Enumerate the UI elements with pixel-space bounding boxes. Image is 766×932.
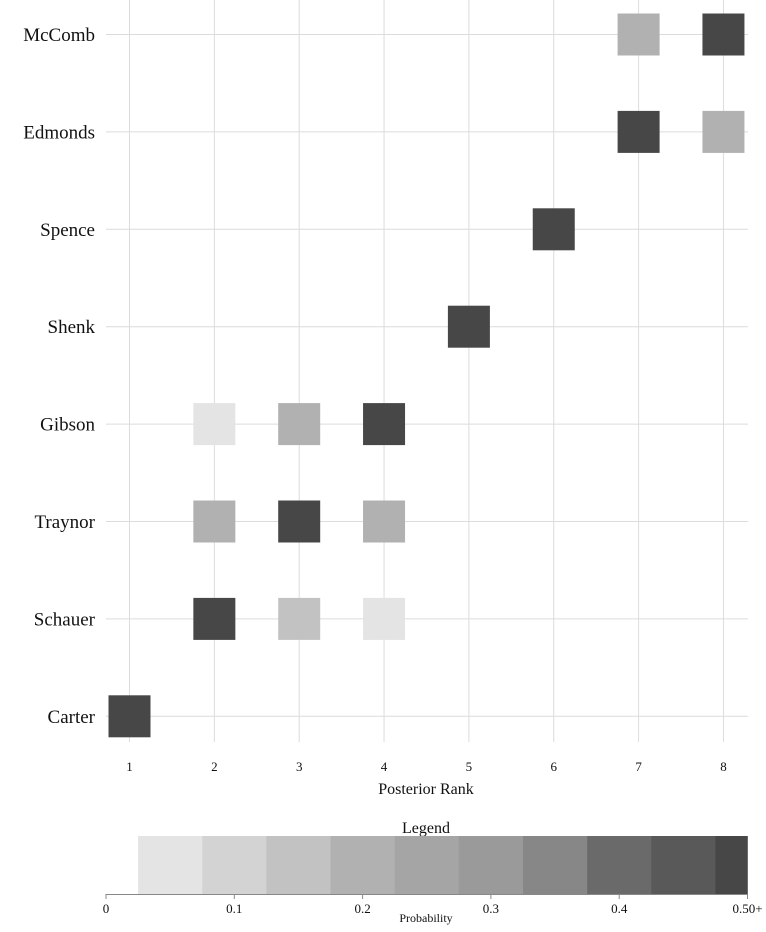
x-tick-8: 8 [720, 759, 727, 774]
legend-swatch-2 [202, 836, 267, 894]
y-label-traynor: Traynor [34, 512, 95, 533]
legend-swatch-7 [522, 836, 588, 894]
cell-mccomb-rank-7 [617, 13, 660, 56]
cell-traynor-rank-3 [278, 500, 321, 543]
y-label-gibson: Gibson [40, 415, 95, 436]
x-tick-2: 2 [211, 759, 218, 774]
x-tick-7: 7 [635, 759, 642, 774]
x-tick-3: 3 [296, 759, 303, 774]
legend-swatch-9 [651, 836, 716, 894]
x-tick-5: 5 [466, 759, 473, 774]
cell-edmonds-rank-8 [702, 110, 745, 153]
legend-tick-0-4: 0.4 [611, 901, 628, 916]
cell-carter-rank-1 [108, 695, 151, 738]
cell-schauer-rank-3 [278, 597, 321, 640]
y-label-mccomb: McComb [23, 25, 95, 46]
legend-swatch-10 [715, 836, 748, 894]
y-axis-labels: McComb Edmonds Spence Shenk Gibson Traynor Sch… [23, 25, 95, 728]
cell-schauer-rank-4 [363, 597, 406, 640]
x-axis-title: Posterior Rank [378, 781, 474, 798]
cell-gibson-rank-2 [193, 403, 236, 446]
cell-edmonds-rank-7 [617, 110, 660, 153]
grid-lines [106, 0, 748, 742]
y-label-spence: Spence [40, 220, 95, 241]
legend-swatch-5 [394, 836, 460, 894]
legend-tick-0-3: 0.3 [483, 901, 499, 916]
legend-tick-0-2: 0.2 [354, 901, 370, 916]
cell-traynor-rank-4 [363, 500, 406, 543]
cell-shenk-rank-5 [447, 305, 490, 348]
cell-mccomb-rank-8 [702, 13, 745, 56]
legend-swatch-8 [587, 836, 652, 894]
legend-tick-0-1: 0.1 [226, 901, 242, 916]
legend-tick-0-50-: 0.50+ [732, 901, 762, 916]
cell-traynor-rank-2 [193, 500, 236, 543]
legend-swatch-1 [138, 836, 203, 894]
x-axis-ticks: 1 2 3 4 5 6 7 8 [126, 759, 726, 774]
legend-title: Legend [402, 820, 450, 837]
legend-tick-0: 0 [103, 901, 110, 916]
y-label-schauer: Schauer [34, 609, 96, 630]
y-label-edmonds: Edmonds [23, 122, 95, 143]
x-tick-4: 4 [381, 759, 388, 774]
y-label-shenk: Shenk [48, 317, 96, 338]
cell-gibson-rank-4 [363, 403, 406, 446]
x-tick-6: 6 [551, 759, 558, 774]
y-label-carter: Carter [48, 707, 96, 728]
cell-gibson-rank-3 [278, 403, 321, 446]
cell-spence-rank-6 [532, 208, 575, 251]
legend-swatch-4 [330, 836, 395, 894]
legend-swatch-6 [458, 836, 524, 894]
heatmap-cells [108, 13, 745, 738]
x-tick-1: 1 [126, 759, 133, 774]
legend: 0 0.1 0.2 0.3 0.4 0.50+ [103, 836, 763, 916]
legend-x-label: Probability [399, 911, 452, 925]
cell-schauer-rank-2 [193, 597, 236, 640]
legend-swatch-3 [266, 836, 331, 894]
